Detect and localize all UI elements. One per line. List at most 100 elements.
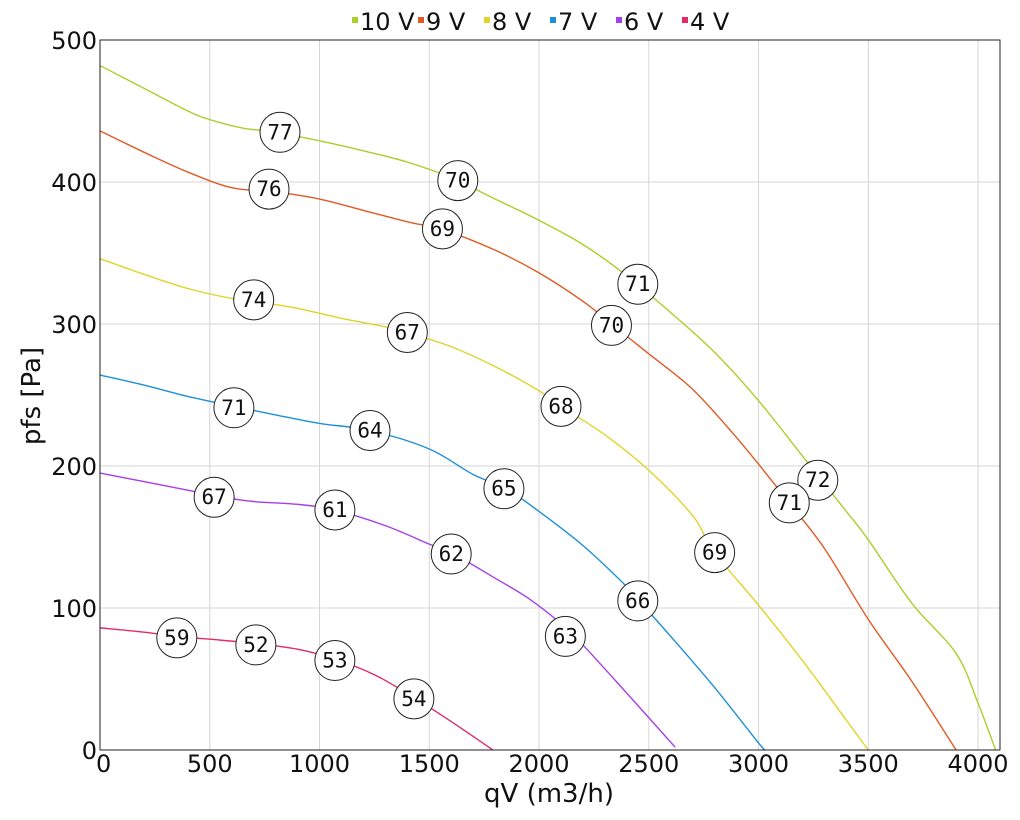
legend-swatch bbox=[550, 17, 556, 23]
marker-circle bbox=[694, 532, 736, 574]
curve-marker: 76 bbox=[248, 168, 290, 210]
marker-circle bbox=[386, 312, 428, 354]
plot-frame bbox=[99, 39, 1001, 751]
marker-label: 66 bbox=[625, 589, 650, 613]
marker-label: 63 bbox=[553, 624, 578, 648]
marker-circle bbox=[797, 459, 839, 501]
y-axis-title: pfs [Pa] bbox=[17, 347, 47, 445]
legend-label: 4 V bbox=[690, 8, 730, 36]
legend-label: 7 V bbox=[558, 8, 598, 36]
y-tick-label: 200 bbox=[51, 453, 97, 481]
curve-marker: 59 bbox=[156, 617, 198, 659]
marker-circle bbox=[314, 640, 356, 682]
marker-layer: 7770717276697071746768697164656667616263… bbox=[156, 111, 839, 720]
legend-swatch bbox=[682, 17, 688, 23]
curve-marker: 70 bbox=[590, 304, 632, 346]
curve-marker: 67 bbox=[386, 312, 428, 354]
curve-marker: 71 bbox=[213, 387, 255, 429]
legend-label: 8 V bbox=[492, 8, 532, 36]
legend-label: 10 V bbox=[360, 8, 415, 36]
marker-circle bbox=[437, 160, 479, 202]
marker-circle bbox=[213, 387, 255, 429]
curve-marker: 69 bbox=[421, 208, 463, 250]
curve-marker: 64 bbox=[349, 410, 391, 451]
marker-circle bbox=[590, 304, 632, 346]
marker-label: 70 bbox=[445, 169, 470, 193]
marker-label: 69 bbox=[430, 217, 455, 241]
legend-item: 10 V bbox=[352, 8, 415, 36]
curve-marker: 66 bbox=[617, 580, 659, 622]
grid bbox=[99, 39, 1000, 751]
marker-label: 71 bbox=[221, 396, 246, 420]
curve-marker: 62 bbox=[430, 533, 472, 575]
marker-label: 59 bbox=[164, 626, 189, 650]
legend-item: 8 V bbox=[484, 8, 532, 36]
marker-label: 54 bbox=[401, 687, 426, 711]
marker-circle bbox=[421, 208, 463, 250]
marker-label: 77 bbox=[267, 120, 292, 144]
marker-label: 65 bbox=[491, 477, 516, 501]
curve-marker: 53 bbox=[314, 640, 356, 682]
curve-marker: 72 bbox=[797, 459, 839, 501]
legend-swatch bbox=[484, 17, 490, 23]
marker-label: 52 bbox=[243, 633, 268, 657]
marker-circle bbox=[617, 263, 659, 305]
series-line-6-v bbox=[99, 472, 676, 748]
legend-swatch bbox=[616, 17, 622, 23]
legend: 10 V 9 V 8 V 7 V 6 V 4 V bbox=[352, 8, 730, 36]
marker-circle bbox=[248, 168, 290, 210]
y-tick-label: 100 bbox=[51, 595, 97, 623]
marker-circle bbox=[483, 468, 525, 510]
curve-marker: 70 bbox=[437, 160, 479, 202]
marker-circle bbox=[768, 482, 810, 524]
y-tick-label: 0 bbox=[82, 737, 97, 765]
curve-marker: 65 bbox=[483, 468, 525, 510]
marker-circle bbox=[349, 410, 391, 451]
marker-circle bbox=[430, 533, 472, 575]
y-tick-label: 500 bbox=[51, 27, 97, 55]
curve-marker: 61 bbox=[314, 489, 356, 531]
x-tick-label: 0 bbox=[96, 750, 111, 778]
marker-circle bbox=[235, 624, 277, 666]
legend-swatch bbox=[352, 17, 358, 23]
series-line-9-v bbox=[99, 130, 957, 751]
marker-circle bbox=[540, 385, 582, 427]
marker-label: 74 bbox=[241, 288, 266, 312]
x-tick-label: 3000 bbox=[728, 750, 789, 778]
marker-circle bbox=[156, 617, 198, 659]
curve-marker: 68 bbox=[540, 385, 582, 427]
legend-item: 9 V bbox=[418, 8, 466, 36]
y-tick-label: 300 bbox=[51, 311, 97, 339]
marker-circle bbox=[193, 476, 235, 518]
x-axis-ticks: 0 500 1000 1500 2000 2500 3000 3500 4000 bbox=[96, 750, 1009, 778]
marker-circle bbox=[544, 615, 586, 657]
x-tick-label: 2500 bbox=[618, 750, 679, 778]
marker-label: 67 bbox=[201, 485, 226, 509]
x-tick-label: 2000 bbox=[508, 750, 569, 778]
legend-label: 9 V bbox=[426, 8, 466, 36]
marker-label: 76 bbox=[256, 177, 281, 201]
x-tick-label: 1000 bbox=[289, 750, 350, 778]
legend-label: 6 V bbox=[624, 8, 664, 36]
marker-label: 67 bbox=[395, 321, 420, 345]
curve-marker: 67 bbox=[193, 476, 235, 518]
marker-label: 64 bbox=[357, 419, 382, 443]
marker-circle bbox=[314, 489, 356, 531]
marker-label: 53 bbox=[322, 649, 347, 673]
legend-item: 6 V bbox=[616, 8, 664, 36]
marker-circle bbox=[393, 678, 435, 720]
curve-marker: 71 bbox=[768, 482, 810, 524]
x-tick-label: 500 bbox=[187, 750, 233, 778]
curve-marker: 77 bbox=[259, 111, 301, 153]
curve-marker: 69 bbox=[694, 532, 736, 574]
curve-marker: 71 bbox=[617, 263, 659, 305]
marker-circle bbox=[259, 111, 301, 153]
x-tick-label: 1500 bbox=[399, 750, 460, 778]
marker-label: 71 bbox=[777, 491, 802, 515]
x-tick-label: 4000 bbox=[948, 750, 1009, 778]
marker-label: 72 bbox=[805, 468, 830, 492]
marker-label: 71 bbox=[625, 272, 650, 296]
marker-circle bbox=[233, 279, 275, 321]
marker-label: 61 bbox=[322, 498, 347, 522]
